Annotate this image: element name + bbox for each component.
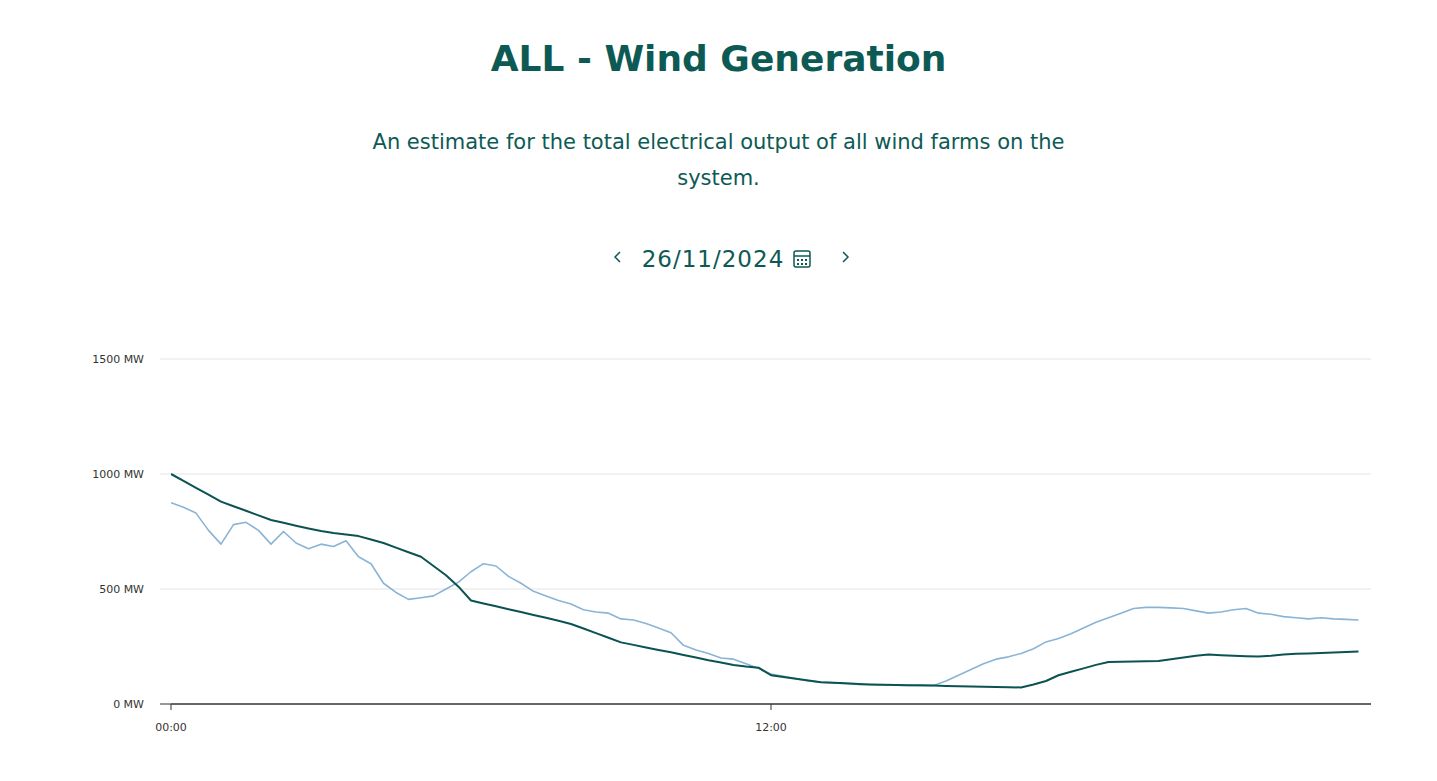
y-tick-label: 0 MW xyxy=(113,698,144,711)
calendar-dot xyxy=(797,259,799,261)
grid-line xyxy=(160,359,1371,360)
calendar-dot xyxy=(805,263,807,265)
x-axis-line xyxy=(160,704,1371,705)
plot-area xyxy=(171,474,1359,687)
subtitle-line: system. xyxy=(677,166,760,190)
calendar-bar xyxy=(794,255,810,257)
x-tick xyxy=(171,704,172,710)
subtitle-line: An estimate for the total electrical out… xyxy=(373,130,1065,154)
calendar-dot xyxy=(801,263,803,265)
x-tick xyxy=(771,704,772,710)
calendar-icon[interactable] xyxy=(794,251,810,267)
y-tick-label: 1000 MW xyxy=(92,468,144,481)
calendar-frame xyxy=(794,251,810,267)
next-arrow[interactable] xyxy=(843,252,848,262)
grid-line xyxy=(160,589,1371,590)
prev-arrow[interactable] xyxy=(615,252,620,262)
subtitle: An estimate for the total electrical out… xyxy=(373,130,1065,190)
calendar-dot xyxy=(801,259,803,261)
y-tick-label: 1500 MW xyxy=(92,353,144,366)
series-line xyxy=(171,474,1359,687)
y-tick-label: 500 MW xyxy=(99,583,144,596)
calendar-dot xyxy=(805,259,807,261)
date: 26/11/2024 xyxy=(642,246,785,272)
title: ALL - Wind Generation xyxy=(491,38,947,79)
x-tick-label: 12:00 xyxy=(755,721,787,734)
grid-line xyxy=(160,474,1371,475)
x-tick-label: 00:00 xyxy=(155,721,187,734)
calendar-dot xyxy=(797,263,799,265)
chart: ALL - Wind Generation An estimate for the… xyxy=(0,0,1437,781)
